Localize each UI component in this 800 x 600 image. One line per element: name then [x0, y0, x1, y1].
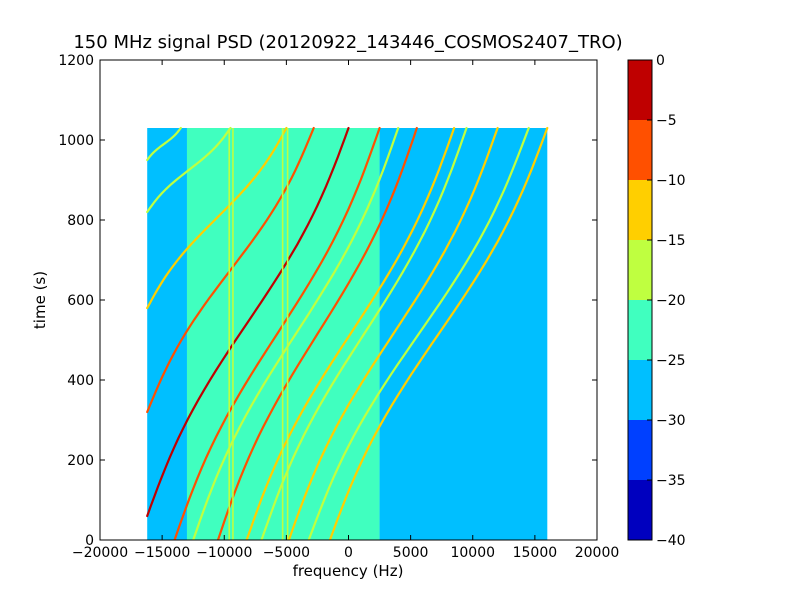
- x-axis: −20000 −15000 −10000 −5000 0 5000 10000 15000 20…: [72, 60, 619, 561]
- colorbar-tick-label: −10: [656, 173, 686, 189]
- x-tick-label: 0: [344, 545, 353, 561]
- y-tick-label: 1000: [58, 133, 94, 149]
- y-tick-label: 800: [67, 213, 94, 229]
- signal-trace: [146, 126, 232, 214]
- colorbar-segment: [628, 480, 652, 540]
- signal-trace: [287, 126, 499, 540]
- colorbar-segment: [628, 60, 652, 120]
- colorbar-tick-label: −40: [656, 533, 686, 549]
- y-tick-label: 0: [85, 533, 94, 549]
- signal-trace: [328, 126, 549, 540]
- colorbar-tick-label: 0: [656, 53, 665, 69]
- colorbar-segment: [628, 120, 652, 180]
- y-tick-label: 400: [67, 373, 94, 389]
- y-tick-label: 1200: [58, 53, 94, 69]
- y-tick-label: 600: [67, 293, 94, 309]
- heatmap-layer: [146, 126, 549, 540]
- colorbar-tick-label: −35: [656, 473, 686, 489]
- x-tick-label: 15000: [513, 545, 558, 561]
- signal-trace: [173, 126, 381, 540]
- signal-trace: [146, 126, 350, 518]
- colorbar-segment: [628, 420, 652, 480]
- x-tick-label: 10000: [450, 545, 495, 561]
- colorbar-tick-label: −20: [656, 293, 686, 309]
- y-axis-label: time (s): [31, 271, 49, 329]
- colorbar-tick-label: −25: [656, 353, 686, 369]
- x-tick-label: −15000: [134, 545, 190, 561]
- heatmap-background-band: [147, 128, 187, 540]
- signal-trace: [192, 126, 400, 540]
- y-axis: 0 200 400 600 800 1000 1200: [58, 53, 597, 549]
- y-tick-label: 200: [67, 453, 94, 469]
- chart-title: 150 MHz signal PSD (20120922_143446_COSM…: [73, 32, 622, 53]
- x-tick-label: −5000: [263, 545, 310, 561]
- x-tick-label: −10000: [196, 545, 252, 561]
- colorbar-tick-label: −15: [656, 233, 686, 249]
- colorbar: −40 −35 −30 −25 −20 −15 −10 −5 0: [627, 53, 686, 549]
- x-tick-label: 5000: [393, 545, 429, 561]
- colorbar-tick-label: −5: [656, 113, 677, 129]
- x-tick-label: −20000: [72, 545, 128, 561]
- colorbar-segment: [628, 360, 652, 420]
- colorbar-segment: [628, 180, 652, 240]
- signal-trace: [245, 126, 456, 540]
- colorbar-segment: [628, 300, 652, 360]
- colorbar-tick-label: −30: [656, 413, 686, 429]
- x-tick-label: 20000: [575, 545, 620, 561]
- signal-trace: [146, 126, 315, 414]
- x-axis-label: frequency (Hz): [293, 562, 404, 580]
- signal-trace: [146, 126, 288, 310]
- signal-trace: [307, 126, 530, 540]
- colorbar-segment: [628, 240, 652, 300]
- signal-trace: [216, 126, 418, 540]
- signal-trace: [146, 126, 182, 162]
